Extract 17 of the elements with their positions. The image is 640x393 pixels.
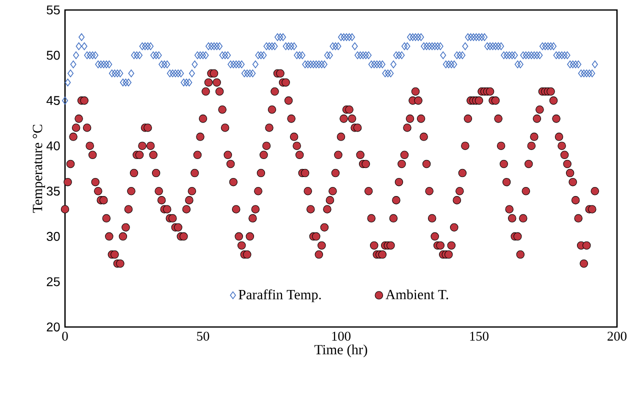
x-tick-label: 50 <box>197 332 210 341</box>
legend-label: Paraffin Temp. <box>238 289 321 302</box>
y-axis-title: Temperature °C <box>32 124 46 213</box>
y-tick-label: 45 <box>46 96 60 105</box>
x-tick-label: 0 <box>62 332 68 341</box>
x-tick-label: 200 <box>608 332 626 341</box>
y-tick-label: 20 <box>46 322 60 332</box>
y-tick-label: 40 <box>46 141 60 150</box>
y-tick-label: 55 <box>46 6 60 14</box>
legend-label: Ambient T. <box>386 289 448 300</box>
y-tick-label: 30 <box>46 232 60 241</box>
x-tick-label: 100 <box>332 332 350 341</box>
x-tick-label: 150 <box>470 332 488 341</box>
y-tick-label: 50 <box>46 50 60 60</box>
x-axis-title: Time (hr) <box>314 344 368 358</box>
y-tick-label: 35 <box>46 186 60 196</box>
y-tick-label: 25 <box>46 277 60 286</box>
